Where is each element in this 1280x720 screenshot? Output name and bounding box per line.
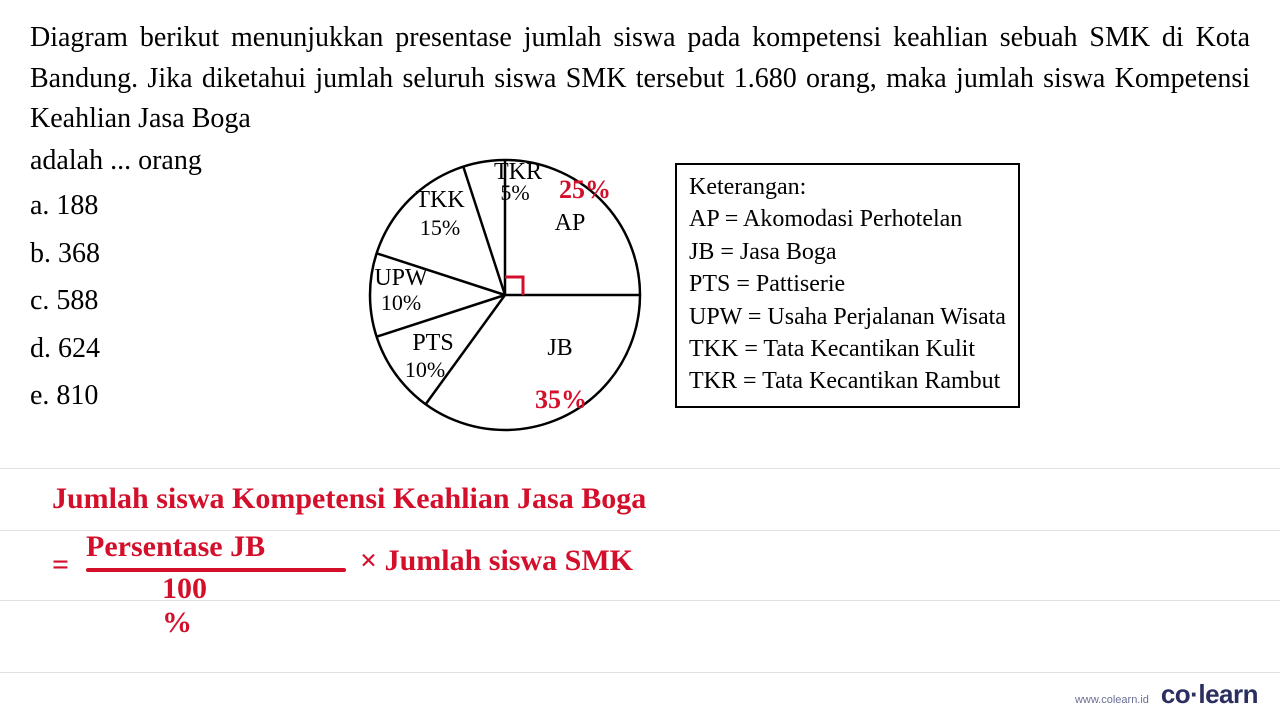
- equals-sign: =: [52, 548, 69, 582]
- option-d: d. 624: [30, 325, 100, 373]
- handwriting-rest: × Jumlah siswa SMK: [360, 544, 633, 578]
- ruled-line: [0, 468, 1280, 469]
- ruled-line: [0, 672, 1280, 673]
- question-text: Diagram berikut menunjukkan presentase j…: [30, 18, 1250, 140]
- answer-options: a. 188 b. 368 c. 588 d. 624 e. 810: [30, 182, 100, 420]
- handwritten-percent: 35%: [535, 385, 587, 415]
- legend-row: PTS = Pattiserie: [689, 268, 1006, 300]
- fraction-numerator: Persentase JB: [86, 530, 265, 564]
- question-tail: adalah ... orang: [30, 145, 202, 177]
- svg-text:TKK: TKK: [415, 187, 465, 213]
- brand-co: co: [1161, 679, 1190, 709]
- legend-row: AP = Akomodasi Perhotelan: [689, 203, 1006, 235]
- option-b: b. 368: [30, 230, 100, 278]
- option-a: a. 188: [30, 182, 100, 230]
- svg-text:5%: 5%: [500, 180, 529, 205]
- legend-title: Keterangan:: [689, 171, 1006, 203]
- svg-text:15%: 15%: [420, 215, 460, 240]
- legend-row: TKR = Tata Kecantikan Rambut: [689, 365, 1006, 397]
- legend-row: TKK = Tata Kecantikan Kulit: [689, 333, 1006, 365]
- svg-text:10%: 10%: [381, 290, 421, 315]
- footer-url: www.colearn.id: [1075, 694, 1149, 706]
- svg-text:10%: 10%: [405, 357, 445, 382]
- svg-text:AP: AP: [555, 210, 586, 236]
- legend-row: JB = Jasa Boga: [689, 236, 1006, 268]
- handwritten-percent: 25%: [559, 175, 611, 205]
- svg-text:JB: JB: [547, 335, 572, 361]
- fraction-bar: [86, 568, 346, 572]
- footer-branding: www.colearn.id co·learn: [1075, 679, 1258, 710]
- option-e: e. 810: [30, 372, 100, 420]
- svg-text:UPW: UPW: [374, 265, 428, 291]
- option-c: c. 588: [30, 277, 100, 325]
- legend-row: UPW = Usaha Perjalanan Wisata: [689, 301, 1006, 333]
- fraction-denominator: 100 %: [162, 572, 207, 640]
- legend-box: Keterangan: AP = Akomodasi Perhotelan JB…: [675, 163, 1020, 408]
- handwriting-line1: Jumlah siswa Kompetensi Keahlian Jasa Bo…: [52, 482, 646, 516]
- brand-learn: learn: [1198, 679, 1258, 709]
- pie-chart: APTKR5%TKK15%UPW10%PTS10%JB 25%35%: [345, 145, 665, 435]
- svg-text:PTS: PTS: [412, 330, 453, 356]
